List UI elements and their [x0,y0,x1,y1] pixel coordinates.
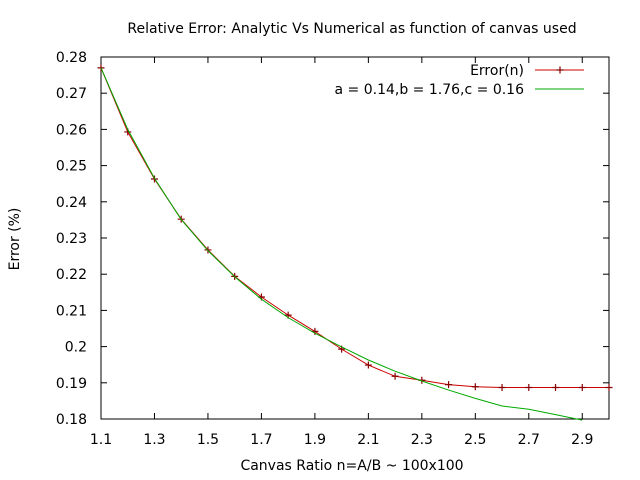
data-point [445,381,453,389]
x-axis-label: Canvas Ratio n=A/B ~ 100x100 [240,458,463,474]
data-point [605,384,613,392]
x-tick-label: 2.1 [357,432,379,448]
y-tick-label: 0.25 [56,159,87,175]
legend-marker-1 [556,66,564,74]
axes: 1.1 1.3 1.5 1.7 1.9 2.1 2.3 2.5 2.7 2.9 0.18 0.19 0.… [56,50,610,448]
plot-border [100,56,610,420]
x-tick-label: 1.5 [197,432,219,448]
data-point [525,384,533,392]
y-tick-label: 0.26 [56,122,87,138]
x-tick-label: 2.3 [411,432,433,448]
y-tick-label: 0.2 [65,340,87,356]
data-point [471,383,479,391]
legend: Error(n) a = 0.14,b = 1.76,c = 0.16 [335,63,584,98]
y-tick-label: 0.24 [56,195,87,211]
y-tick-label: 0.28 [56,50,87,66]
chart-title: Relative Error: Analytic Vs Numerical as… [127,21,576,37]
y-tick-label: 0.19 [56,376,87,392]
y-tick-label: 0.27 [56,86,87,102]
legend-label-1: Error(n) [470,63,524,79]
data-point [552,384,560,392]
y-tick-label: 0.22 [56,267,87,283]
x-tick-label: 1.7 [250,432,272,448]
series-line-2 [100,67,583,421]
x-tick-label: 1.3 [143,432,165,448]
data-point [391,372,399,380]
y-axis-label: Error (%) [7,208,23,271]
x-tick-label: 2.7 [518,432,540,448]
x-tick-label: 2.5 [464,432,486,448]
data-point [364,361,372,369]
series-layer [97,64,613,421]
x-tick-label: 1.9 [304,432,326,448]
series-line-1 [100,67,609,389]
y-tick-label: 0.23 [56,231,87,247]
legend-label-2: a = 0.14,b = 1.76,c = 0.16 [335,82,525,98]
y-tick-label: 0.18 [56,412,87,428]
y-tick-label: 0.21 [56,303,87,319]
x-tick-label: 1.1 [90,432,112,448]
data-point [578,384,586,392]
data-point [498,384,506,392]
x-tick-label: 2.9 [571,432,593,448]
